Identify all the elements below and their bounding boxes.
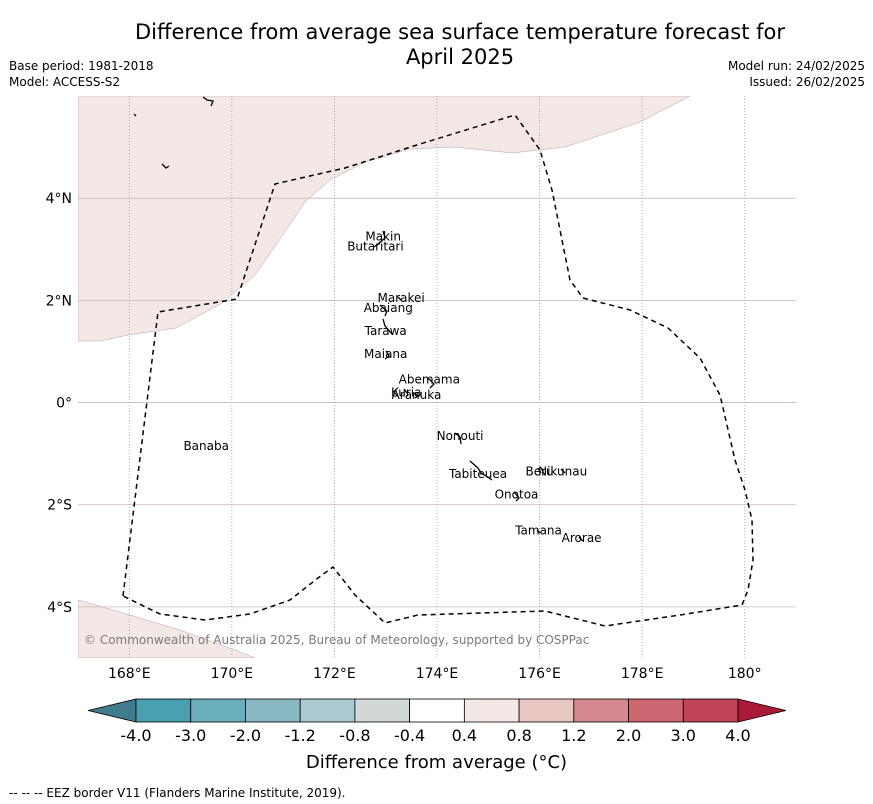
place-label: Marakei bbox=[377, 291, 424, 305]
island-abemama bbox=[427, 377, 435, 389]
place-label: Butaritari bbox=[347, 240, 404, 254]
model-name: Model: ACCESS-S2 bbox=[9, 75, 121, 89]
island-nonouti bbox=[454, 432, 462, 445]
lat-tick-label: 2°N bbox=[46, 293, 72, 309]
copyright-notice: © Commonwealth of Australia 2025, Bureau… bbox=[84, 633, 589, 647]
lon-tick-label: 168°E bbox=[108, 666, 151, 682]
colorbar-tick-label: 0.8 bbox=[506, 726, 532, 745]
place-label: Abemama bbox=[399, 373, 460, 387]
lon-tick-label: 172°E bbox=[313, 666, 356, 682]
lat-tick-label: 0° bbox=[56, 396, 72, 412]
island-kuria bbox=[403, 388, 408, 394]
colorbar-tick-label: 3.0 bbox=[670, 726, 696, 745]
island-abaiang bbox=[379, 304, 388, 317]
colorbar-cell bbox=[518, 698, 575, 723]
island-banaba bbox=[207, 447, 210, 451]
island-north-1 bbox=[133, 113, 137, 117]
island-tabiteuea bbox=[469, 460, 493, 481]
lat-tick-label: 2°S bbox=[47, 498, 72, 514]
place-label: Makin bbox=[365, 230, 401, 244]
lat-tick-label: 4°N bbox=[46, 191, 72, 207]
lon-tick-label: 176°E bbox=[518, 666, 561, 682]
base-period: Base period: 1981-2018 bbox=[9, 59, 154, 73]
colorbar-cell bbox=[409, 698, 465, 723]
tick-labels: 168°E 170°E 172°E 174°E 176°E 178°E 180° 4°N 2°N… bbox=[46, 191, 762, 682]
island-tarawa bbox=[382, 318, 393, 335]
island-tamana bbox=[536, 529, 541, 534]
colorbar-title: Difference from average (°C) bbox=[305, 752, 568, 773]
colorbar-tick-label: 2.0 bbox=[615, 726, 642, 745]
meta-right: Model run: 24/02/2025 Issued: 26/02/2025 bbox=[728, 58, 865, 90]
lon-tick-label: 180° bbox=[728, 666, 762, 682]
colorbar-cell bbox=[190, 698, 246, 723]
place-label: Tabiteuea bbox=[448, 467, 507, 481]
island-onotoa bbox=[513, 491, 520, 502]
place-label: Nonouti bbox=[437, 429, 484, 443]
model-run: Model run: 24/02/2025 bbox=[727, 59, 865, 73]
title-line-2: April 2025 bbox=[405, 45, 515, 69]
place-label: Aranuka bbox=[392, 388, 442, 402]
island-maiana bbox=[384, 350, 390, 360]
colorbar-cell bbox=[463, 698, 520, 723]
colorbar-extend-low bbox=[87, 698, 137, 723]
colorbar-tick-label: -0.8 bbox=[339, 726, 371, 745]
colorbar-tick-label: -1.2 bbox=[284, 726, 316, 745]
eez-border bbox=[122, 114, 754, 627]
meta-left: Base period: 1981-2018 Model: ACCESS-S2 bbox=[9, 58, 154, 90]
colorbar-cells bbox=[87, 698, 787, 723]
place-label: Abaiang bbox=[364, 301, 413, 315]
lon-tick-label: 174°E bbox=[416, 666, 459, 682]
place-label: Kuria bbox=[391, 385, 422, 399]
issued-date: Issued: 26/02/2025 bbox=[749, 75, 865, 89]
lat-tick-label: 4°S bbox=[47, 600, 72, 616]
colorbar-tick-label: -4.0 bbox=[120, 726, 152, 745]
place-label: Tarawa bbox=[364, 324, 407, 338]
place-label: Banaba bbox=[183, 439, 229, 453]
colorbar-tick-label: -2.0 bbox=[229, 726, 262, 745]
colorbar-cell bbox=[245, 698, 301, 723]
place-label: Onotoa bbox=[495, 488, 539, 502]
island-makin bbox=[373, 230, 386, 248]
island-beru bbox=[537, 467, 542, 474]
place-label: Maiana bbox=[364, 347, 407, 361]
chart-title: Difference from average sea surface temp… bbox=[100, 20, 820, 70]
colorbar-cell bbox=[628, 698, 684, 723]
eez-legend-note: -- -- -- EEZ border V11 (Flanders Marine… bbox=[9, 786, 346, 800]
colorbar-cell bbox=[573, 698, 629, 723]
colorbar-tick-label: 1.2 bbox=[561, 726, 587, 745]
colorbar-tick-label: 4.0 bbox=[725, 726, 751, 745]
colorbar-cell bbox=[682, 698, 739, 723]
island-outlines bbox=[133, 96, 584, 542]
colorbar-extend-high bbox=[737, 698, 787, 723]
island-aranuka bbox=[413, 392, 420, 399]
place-label: Tamana bbox=[514, 523, 562, 537]
colorbar-tick-label: 0.4 bbox=[451, 726, 478, 745]
colorbar-cell bbox=[299, 698, 356, 723]
place-label: Beru bbox=[525, 465, 553, 479]
island-marakei bbox=[397, 296, 402, 301]
anomaly-region-north bbox=[78, 96, 691, 342]
lon-tick-label: 170°E bbox=[211, 666, 254, 682]
colorbar-cell bbox=[135, 698, 192, 723]
lon-tick-label: 178°E bbox=[621, 666, 664, 682]
colorbar-tick-label: -3.0 bbox=[175, 726, 207, 745]
colorbar bbox=[87, 698, 787, 723]
island-arorae bbox=[578, 536, 584, 542]
place-label: Arorae bbox=[562, 531, 602, 545]
title-line-1: Difference from average sea surface temp… bbox=[135, 20, 785, 44]
island-nikunau bbox=[560, 468, 566, 474]
anomaly-region-southwest bbox=[78, 599, 256, 658]
colorbar-cell bbox=[354, 698, 411, 723]
island-north-2 bbox=[202, 96, 214, 107]
gridlines bbox=[78, 96, 796, 658]
colorbar-tick-label: -0.4 bbox=[394, 726, 426, 745]
place-label: Nikunau bbox=[538, 465, 587, 479]
island-north-3 bbox=[161, 163, 170, 169]
